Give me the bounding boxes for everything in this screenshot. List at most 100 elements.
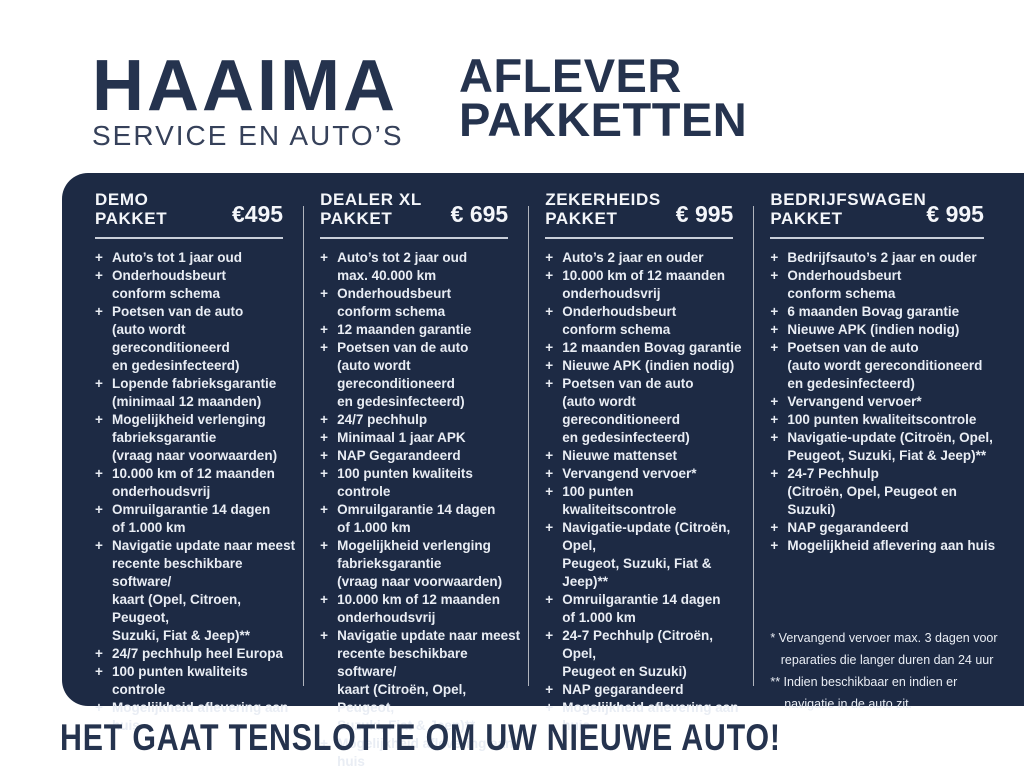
package-header: BEDRIJFSWAGEN PAKKET € 995 [770, 190, 998, 228]
package-item-text: Vervangend vervoer* [562, 466, 697, 481]
package-item: + Onderhoudsbeurt conform schema [545, 303, 747, 339]
plus-icon: + [320, 736, 328, 751]
package-item: + Mogelijkheid aflevering aan huis [545, 699, 747, 735]
package-item: +12 maanden Bovag garantie [545, 339, 747, 357]
plus-icon: + [320, 322, 328, 337]
package-item: + Mogelijkheid aflevering aan huis [320, 735, 522, 768]
package-item-text: NAP Gegarandeerd [337, 448, 461, 463]
package-item: +24-7 Pechhulp (Citroën, Opel, Peugeot e… [545, 627, 747, 681]
title-divider [770, 237, 984, 239]
package-item: + Vervangend vervoer* [545, 465, 747, 483]
package-footnotes: * Vervangend vervoer max. 3 dagen voor r… [770, 627, 998, 715]
package-item: + Onderhoudsbeurt conform schema [770, 267, 998, 303]
package-item-text: Mogelijkheid aflevering aan huis [787, 538, 996, 553]
package-item: + Minimaal 1 jaar APK [320, 429, 522, 447]
page-title-line1: AFLEVER [459, 49, 682, 102]
package-item-text: Poetsen van de auto (auto wordt gerecond… [562, 376, 694, 445]
package-item-text: Nieuwe mattenset [562, 448, 678, 463]
plus-icon: + [95, 502, 103, 517]
package-item: + Bedrijfsauto’s 2 jaar en ouder [770, 249, 998, 267]
package-title: ZEKERHEIDS PAKKET [545, 190, 661, 228]
plus-icon: + [95, 250, 103, 265]
plus-icon: + [320, 340, 328, 355]
package-item-text: 100 punten kwaliteitscontrole [562, 484, 677, 517]
plus-icon: + [545, 682, 554, 697]
package-item-text: Minimaal 1 jaar APK [337, 430, 466, 445]
package-item-text: Poetsen van de auto (auto wordt gerecond… [112, 304, 244, 373]
package-item: + Omruilgarantie 14 dagen of 1.000 km [95, 501, 297, 537]
plus-icon: + [95, 376, 103, 391]
package-item: + Poetsen van de auto (auto wordt gerecon… [770, 339, 998, 393]
package-item-text: Navigatie update naar meest recente besc… [112, 538, 296, 643]
plus-icon: + [545, 592, 554, 607]
package-item: +24/7 pechhulp [320, 411, 522, 429]
package-item: +100 punten kwaliteits controle [320, 465, 522, 501]
package-item-text: Nieuwe APK (indien nodig) [787, 322, 960, 337]
plus-icon: + [545, 628, 554, 643]
plus-icon: + [320, 286, 328, 301]
plus-icon: + [545, 250, 554, 265]
plus-icon: + [320, 430, 328, 445]
package-item-text: Bedrijfsauto’s 2 jaar en ouder [787, 250, 977, 265]
plus-icon: + [770, 250, 779, 265]
package-item-text: 12 maanden Bovag garantie [562, 340, 742, 355]
plus-icon: + [95, 268, 103, 283]
package-item: + Navigatie update naar meest recente bes… [320, 627, 522, 735]
title-divider [545, 237, 734, 239]
package-item: +100 punten kwaliteits controle [95, 663, 297, 699]
package-item-text: NAP gegarandeerd [787, 520, 909, 535]
package-price: € 995 [926, 201, 984, 227]
package-item: + Nieuwe mattenset [545, 447, 747, 465]
plus-icon: + [95, 646, 103, 661]
plus-icon: + [95, 466, 103, 481]
package-item: +10.000 km of 12 maanden onderhoudsvrij [320, 591, 522, 627]
plus-icon: + [320, 250, 328, 265]
brand-tagline: SERVICE EN AUTO’S [92, 120, 404, 151]
package-item-text: 6 maanden Bovag garantie [787, 304, 960, 319]
plus-icon: + [770, 322, 779, 337]
footnote: * Vervangend vervoer max. 3 dagen voor r… [770, 631, 998, 667]
plus-icon: + [545, 700, 554, 715]
package-item-text: Navigatie-update (Citroën, Opel, Peugeot… [787, 430, 993, 463]
plus-icon: + [545, 466, 554, 481]
package-title: DEALER XL PAKKET [320, 190, 422, 228]
package-item-text: Nieuwe APK (indien nodig) [562, 358, 735, 373]
package-header: DEALER XL PAKKET € 695 [320, 190, 522, 228]
package-item-text: 24-7 Pechhulp (Citroën, Opel, Peugeot en… [787, 466, 957, 517]
plus-icon: + [545, 448, 554, 463]
package-title: DEMO PAKKET [95, 190, 168, 228]
package-item: + Mogelijkheid verlenging fabrieksgaranti… [95, 411, 297, 465]
package-item-text: Mogelijkheid aflevering aan huis [112, 700, 293, 733]
package-item: + Omruilgarantie 14 dagen of 1.000 km [545, 591, 747, 627]
package-item-text: Onderhoudsbeurt conform schema [787, 268, 902, 301]
package-item-text: 10.000 km of 12 maanden onderhoudsvrij [112, 466, 275, 499]
package-item: + NAP Gegarandeerd [320, 447, 522, 465]
plus-icon: + [545, 358, 554, 373]
package-item: + Auto’s 2 jaar en ouder [545, 249, 747, 267]
brand-logo: HAAIMA SERVICE EN AUTO’S [92, 50, 404, 152]
package-item: + NAP gegarandeerd [545, 681, 747, 699]
package-title: BEDRIJFSWAGEN PAKKET [770, 190, 927, 228]
package-item: + Navigatie update naar meest recente bes… [95, 537, 297, 645]
package-item-text: 24-7 Pechhulp (Citroën, Opel, Peugeot en… [562, 628, 713, 679]
package-item: + Onderhoudsbeurt conform schema [320, 285, 522, 321]
plus-icon: + [95, 664, 103, 679]
package-item-list: + Auto’s 2 jaar en ouder +10.000 km of 12 … [545, 249, 747, 735]
plus-icon: + [770, 304, 779, 319]
package-item-text: Mogelijkheid aflevering aan huis [337, 736, 518, 768]
plus-icon: + [95, 304, 103, 319]
package-header: ZEKERHEIDS PAKKET € 995 [545, 190, 747, 228]
package-item-text: Navigatie update naar meest recente besc… [337, 628, 521, 733]
package-item-text: Onderhoudsbeurt conform schema [562, 304, 677, 337]
package-item: + Navigatie-update (Citroën, Opel, Peugeo… [545, 519, 747, 591]
package-item-text: NAP gegarandeerd [562, 682, 684, 697]
package-item-list: + Auto’s tot 1 jaar oud + Onderhoudsbeurt c… [95, 249, 297, 735]
package-item: +100 punten kwaliteitscontrole [770, 411, 998, 429]
package-item-text: Omruilgarantie 14 dagen of 1.000 km [562, 592, 721, 625]
package-item-text: Auto’s tot 2 jaar oud max. 40.000 km [337, 250, 468, 283]
package-item: +12 maanden garantie [320, 321, 522, 339]
footnote: ** Indien beschikbaar en indien er navig… [770, 675, 958, 711]
plus-icon: + [95, 412, 103, 427]
package-item: + Poetsen van de auto (auto wordt gerecon… [320, 339, 522, 411]
package-item-text: Omruilgarantie 14 dagen of 1.000 km [112, 502, 271, 535]
